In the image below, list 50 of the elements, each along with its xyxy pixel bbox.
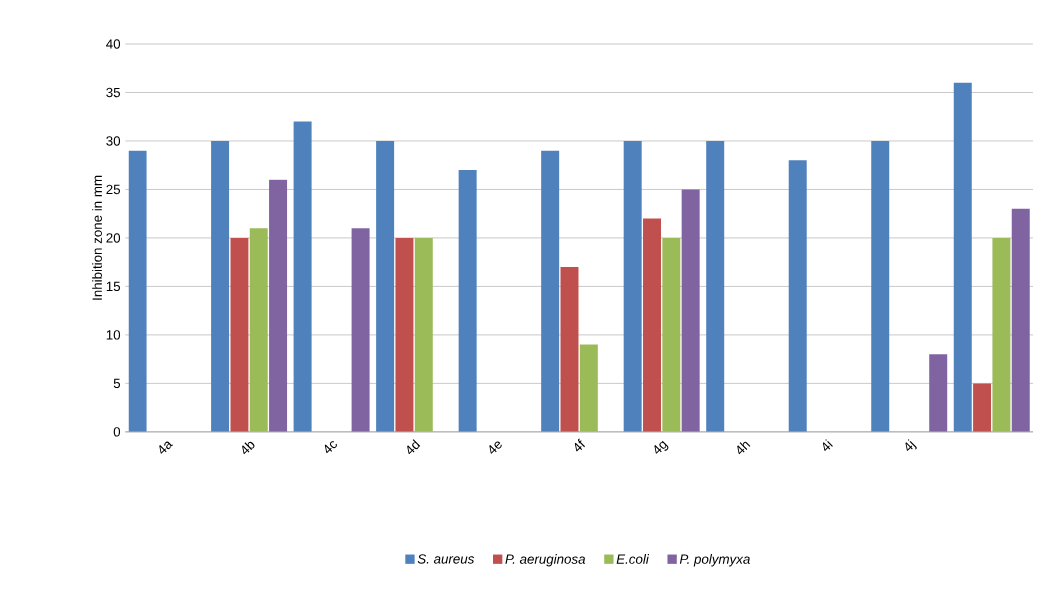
- bar: [579, 344, 598, 432]
- x-tick-label: 4c: [324, 441, 337, 454]
- bar: [1011, 208, 1030, 432]
- bar: [458, 169, 477, 432]
- x-tick-label: 4e: [489, 441, 502, 454]
- bar: [681, 189, 700, 432]
- y-tick-label: 30: [106, 136, 121, 146]
- x-tick-label: 4i: [822, 439, 833, 451]
- bar: [560, 266, 579, 432]
- legend-label: P. polymyxa: [679, 553, 750, 567]
- x-tick-label: 4f: [574, 438, 586, 452]
- x-tick-label: 4j: [905, 439, 917, 451]
- y-tick-label: 0: [113, 427, 121, 437]
- y-axis-title: Inhibition zone in mm: [92, 175, 102, 300]
- bar: [788, 160, 807, 432]
- bar: [128, 150, 147, 432]
- bar: [992, 237, 1011, 432]
- y-tick-label: 5: [113, 378, 121, 388]
- bar: [211, 140, 230, 432]
- bar: [293, 121, 312, 432]
- y-tick-label: 25: [106, 184, 121, 195]
- legend-label: E.coli: [616, 553, 650, 564]
- bar: [662, 237, 681, 432]
- y-tick-label: 10: [106, 330, 121, 340]
- bar: [623, 140, 642, 432]
- y-tick-label: 15: [106, 281, 121, 291]
- y-tick-label: 40: [106, 39, 121, 49]
- x-tick-label: 4a: [159, 441, 174, 454]
- bar: [395, 237, 414, 432]
- x-tick-label: 4h: [737, 441, 751, 455]
- bar: [414, 237, 433, 432]
- bar: [929, 354, 948, 432]
- bar: [973, 383, 992, 432]
- x-tick-label: 4g: [654, 440, 669, 454]
- bar: [953, 82, 972, 432]
- bar: [643, 218, 662, 432]
- x-tick-label: 4b: [242, 441, 255, 455]
- bar: [871, 140, 890, 432]
- x-tick-label: 4d: [407, 439, 421, 455]
- bar: [706, 140, 725, 432]
- bar: [230, 237, 249, 432]
- y-tick-label: 20: [106, 233, 121, 243]
- y-tick-label: 35: [106, 87, 121, 98]
- bar: [249, 228, 268, 432]
- legend-label: S. aureus: [417, 554, 475, 564]
- bar: [351, 228, 370, 432]
- legend-label: P. aeruginosa: [505, 553, 586, 567]
- bar: [269, 179, 288, 432]
- bar: [541, 150, 560, 432]
- bar: [376, 140, 395, 432]
